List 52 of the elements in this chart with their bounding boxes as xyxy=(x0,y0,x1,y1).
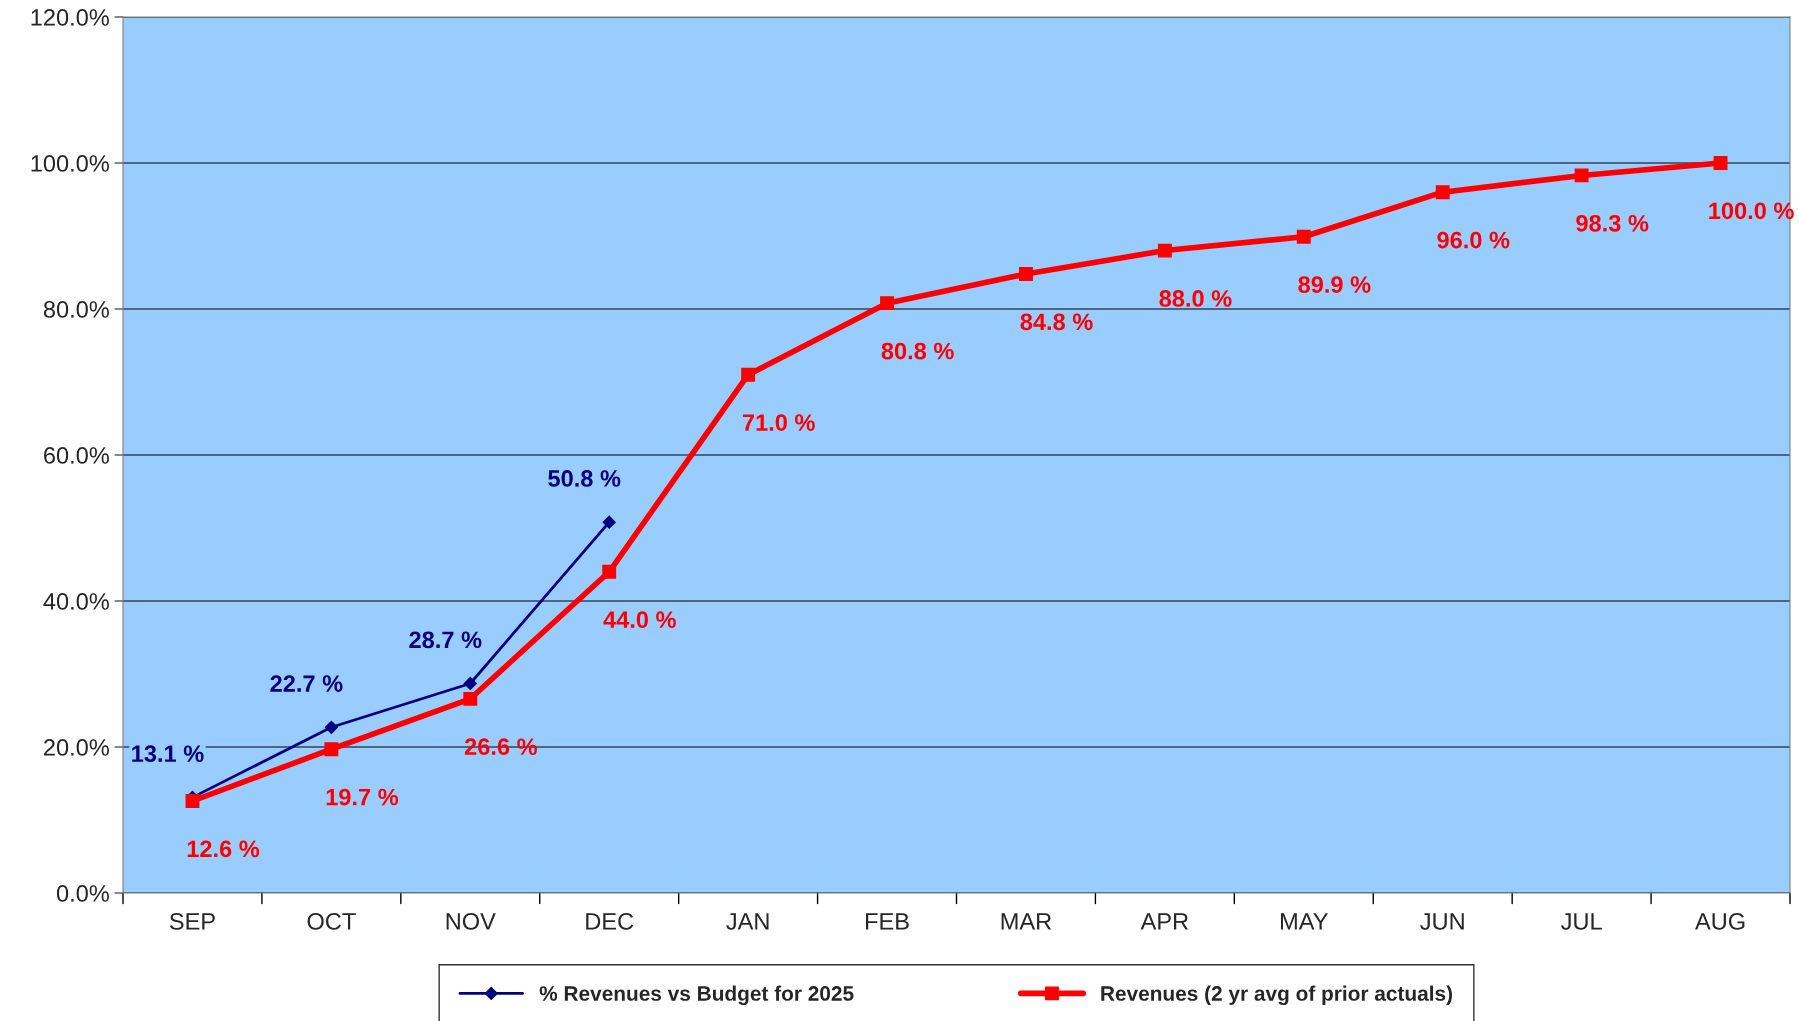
point xyxy=(185,794,200,808)
data-label: 89.9 % xyxy=(1298,276,1371,293)
data-label: 98.3 % xyxy=(1576,214,1649,232)
data-label: 88.0 % xyxy=(1159,290,1232,307)
data-label: 100.0 % xyxy=(1709,202,1794,220)
data-label: 50.8 % xyxy=(548,470,621,487)
point xyxy=(602,515,616,529)
y-tick-label: 80.0% xyxy=(43,301,109,318)
x-tick-label: JAN xyxy=(726,913,769,930)
point xyxy=(1435,185,1450,200)
x-tick-label: SEP xyxy=(169,913,215,930)
y-tick-label: 60.0% xyxy=(44,447,109,464)
legend-label: % Revenues vs Budget for 2025 xyxy=(539,985,854,1006)
x-tick-label: OCT xyxy=(307,913,356,930)
y-tick-label: 0.0% xyxy=(56,885,109,902)
point xyxy=(880,296,894,311)
y-tick-label: 20.0% xyxy=(44,739,109,756)
point xyxy=(1713,156,1728,170)
point xyxy=(741,367,756,382)
data-label: 13.1 % xyxy=(132,745,204,763)
data-label: 71.0 % xyxy=(742,414,815,431)
x-tick-label: MAR xyxy=(1001,913,1052,930)
x-tick-label: JUL xyxy=(1561,913,1602,930)
point xyxy=(1296,229,1311,244)
point xyxy=(602,564,617,579)
x-tick-label: APR xyxy=(1140,913,1189,930)
x-tick-label: NOV xyxy=(446,913,496,930)
point xyxy=(324,720,338,734)
data-label: 96.0 % xyxy=(1437,231,1510,249)
y-tick-label: 120.0% xyxy=(31,9,109,26)
point xyxy=(1019,267,1033,281)
x-tick-label: FEB xyxy=(866,913,909,930)
x-tick-label: DEC xyxy=(586,913,634,930)
point xyxy=(1574,168,1589,183)
point xyxy=(324,742,339,757)
data-label: 22.7 % xyxy=(270,675,343,692)
legend-label: Revenues (2 yr avg of prior actuals) xyxy=(1101,985,1452,1006)
data-label: 12.6 % xyxy=(187,840,260,858)
point xyxy=(463,691,478,706)
y-tick-label: 100.0% xyxy=(31,155,109,172)
y-tick-label: 40.0% xyxy=(43,593,109,610)
x-tick-label: JUN xyxy=(1420,913,1464,930)
data-label: 84.8 % xyxy=(1020,313,1093,331)
data-label: 80.8 % xyxy=(881,342,954,360)
data-label: 28.7 % xyxy=(409,631,482,649)
data-label: 44.0 % xyxy=(603,611,676,629)
point xyxy=(463,676,477,691)
x-tick-label: MAY xyxy=(1281,913,1328,930)
x-tick-label: AUG xyxy=(1695,913,1745,930)
data-label: 19.7 % xyxy=(326,788,399,806)
data-label: 26.6 % xyxy=(464,738,537,756)
point xyxy=(1157,243,1172,258)
